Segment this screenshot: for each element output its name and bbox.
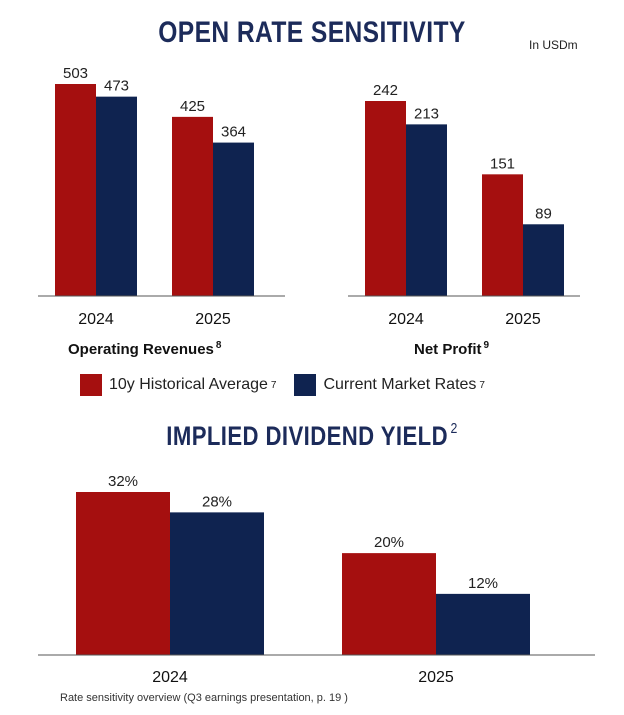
operating-revenues-data-label-2024-historical: 503 [63, 65, 88, 82]
source-footnote: Rate sensitivity overview (Q3 earnings p… [60, 692, 348, 704]
legend-item-historical: 10y Historical Average 7 [80, 374, 276, 396]
operating-revenues-bar-2025-historical [172, 116, 213, 296]
dividend-yield-tick-label-2025: 2025 [418, 669, 454, 686]
net-profit-data-label-2025-current: 89 [535, 205, 552, 222]
operating-revenues-tick-label-2025: 2025 [195, 311, 231, 328]
dividend-yield-data-label-2024-current: 28% [202, 493, 232, 510]
legend-swatch-historical [80, 374, 102, 396]
legend-footnote-current: 7 [479, 379, 485, 391]
operating-revenues-footnote-ref: 8 [215, 340, 222, 351]
operating-revenues-caption-text: Operating Revenues [68, 341, 214, 358]
dividend-yield-bar-2024-historical [76, 492, 170, 655]
net-profit-footnote-ref: 9 [483, 340, 490, 351]
net-profit-tick-label-2025: 2025 [505, 311, 541, 328]
dividend-yield-bar-2024-current [170, 512, 264, 655]
net-profit-caption-text: Net Profit [414, 341, 482, 358]
net-profit-data-label-2024-historical: 242 [373, 82, 398, 99]
net-profit-data-label-2024-current: 213 [414, 105, 439, 122]
dividend-yield-bar-2025-historical [342, 553, 436, 655]
dividend-yield-footnote-ref: 2 [450, 420, 458, 437]
operating-revenues-bar-2024-current [96, 96, 137, 296]
dividend-yield-title-text: IMPLIED DIVIDEND YIELD [166, 421, 448, 451]
unit-label: In USDm [529, 38, 578, 52]
net-profit-bar-2024-current [406, 124, 447, 296]
dividend-yield-data-label-2024-historical: 32% [108, 473, 138, 490]
net-profit-data-label-2025-historical: 151 [490, 155, 515, 172]
chart-title: OPEN RATE SENSITIVITY [158, 16, 466, 49]
legend-footnote-historical: 7 [270, 379, 277, 391]
dividend-yield-title: IMPLIED DIVIDEND YIELD 2 [56, 420, 568, 452]
net-profit-bar-2025-current [523, 224, 564, 296]
legend-item-current: Current Market Rates 7 [294, 374, 485, 396]
dividend-yield-bar-2025-current [436, 593, 530, 655]
operating-revenues-bar-2025-current [213, 142, 254, 296]
operating-revenues-caption: Operating Revenues 8 [68, 340, 221, 358]
net-profit-tick-label-2024: 2024 [388, 311, 424, 328]
dividend-yield-data-label-2025-current: 12% [468, 575, 498, 592]
legend-label-historical: 10y Historical Average [109, 376, 268, 393]
net-profit-caption: Net Profit 9 [414, 340, 489, 358]
legend: 10y Historical Average 7 Current Market R… [80, 374, 503, 396]
operating-revenues-bar-2024-historical [55, 84, 96, 296]
operating-revenues-data-label-2025-historical: 425 [180, 98, 205, 115]
operating-revenues-data-label-2024-current: 473 [104, 78, 129, 95]
dividend-yield-data-label-2025-historical: 20% [374, 534, 404, 551]
operating-revenues-tick-label-2024: 2024 [78, 311, 114, 328]
net-profit-bar-2025-historical [482, 174, 523, 296]
operating-revenues-data-label-2025-current: 364 [221, 124, 246, 141]
legend-swatch-current [294, 374, 317, 396]
net-profit-bar-2024-historical [365, 101, 406, 296]
legend-label-current: Current Market Rates [323, 376, 477, 393]
dividend-yield-tick-label-2024: 2024 [152, 669, 188, 686]
